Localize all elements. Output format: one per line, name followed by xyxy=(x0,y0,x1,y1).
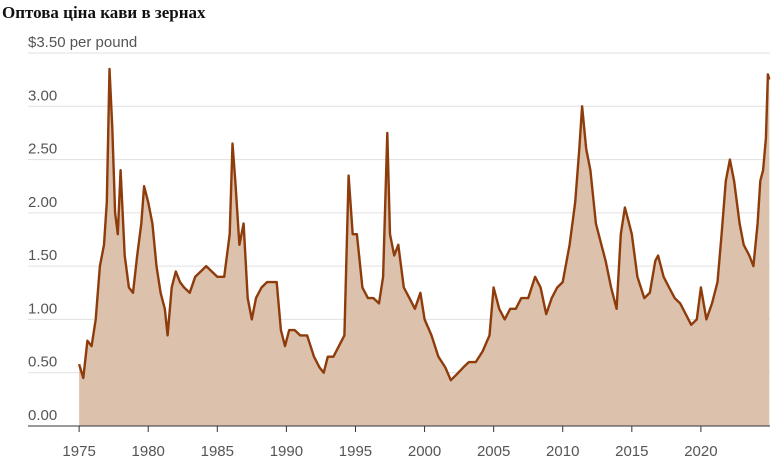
x-tick-label: 1985 xyxy=(201,443,234,460)
price-line xyxy=(77,67,771,382)
y-tick-label: 0.50 xyxy=(28,354,57,371)
y-tick-label: 3.00 xyxy=(28,87,57,104)
chart-title: Оптова ціна кави в зернах xyxy=(2,3,206,22)
y-tick-label: 1.00 xyxy=(28,300,57,317)
y-tick-label: 2.50 xyxy=(28,141,57,158)
y-tick-label: 0.00 xyxy=(28,407,57,424)
x-tick-label: 2000 xyxy=(408,443,441,460)
y-tick-label: 1.50 xyxy=(28,247,57,264)
y-tick-label: 2.00 xyxy=(28,194,57,211)
x-tick-label: 2010 xyxy=(546,443,579,460)
x-tick-label: 2020 xyxy=(684,443,717,460)
x-tick-label: 1980 xyxy=(132,443,165,460)
y-tick-label: $3.50 per pound xyxy=(28,34,137,51)
area-fill xyxy=(79,69,770,426)
x-tick-label: 2015 xyxy=(615,443,648,460)
x-tick-label: 1990 xyxy=(270,443,303,460)
x-tick-label: 1975 xyxy=(62,443,95,460)
x-tick-label: 1995 xyxy=(339,443,372,460)
x-tick-label: 2005 xyxy=(477,443,510,460)
